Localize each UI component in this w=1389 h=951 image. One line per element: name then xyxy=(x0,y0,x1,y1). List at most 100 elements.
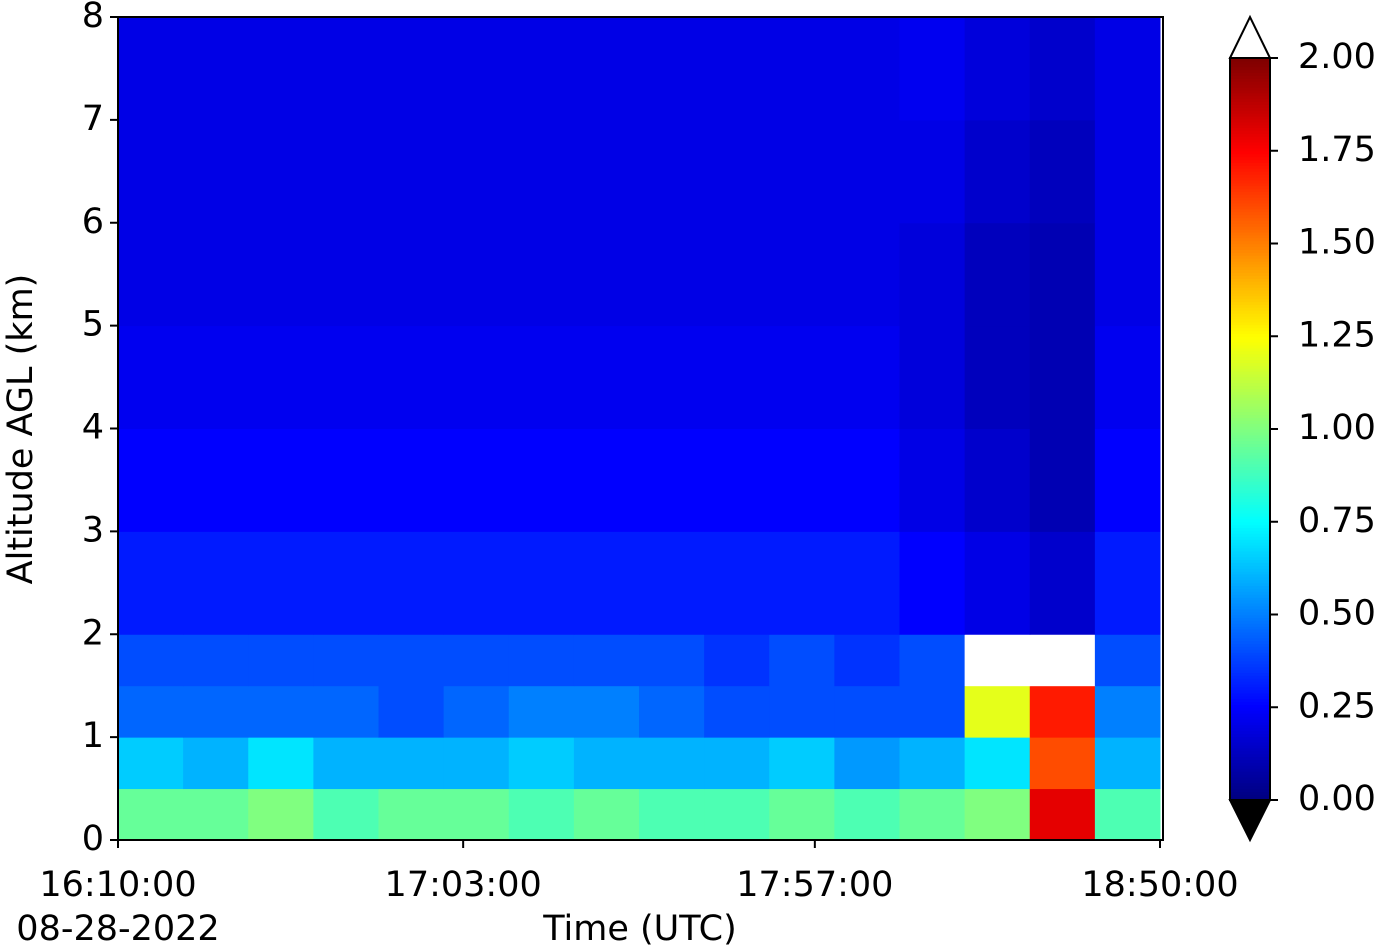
colorbar-step xyxy=(1230,136,1270,140)
heatmap-cell xyxy=(183,737,249,790)
colorbar-step xyxy=(1230,153,1270,158)
heatmap-cell xyxy=(443,428,510,532)
colorbar-step xyxy=(1230,191,1270,195)
colorbar-step xyxy=(1230,463,1270,468)
colorbar-step xyxy=(1230,692,1270,697)
colorbar-step xyxy=(1230,60,1270,65)
heatmap-cell xyxy=(118,428,184,532)
colorbar-step xyxy=(1230,562,1270,566)
colorbar-step xyxy=(1230,524,1270,529)
y-tick-label: 1 xyxy=(82,716,104,756)
colorbar-step xyxy=(1230,266,1270,271)
heatmap-cell xyxy=(183,428,249,532)
colorbar-step xyxy=(1230,263,1270,268)
colorbar-step xyxy=(1230,762,1270,766)
colorbar-step xyxy=(1230,101,1270,105)
colorbar-step xyxy=(1230,765,1270,769)
colorbar-tick-label: 1.00 xyxy=(1298,408,1376,448)
colorbar-step xyxy=(1230,144,1270,149)
colorbar-step xyxy=(1230,327,1270,332)
heatmap-cell xyxy=(573,788,640,841)
colorbar-step xyxy=(1230,159,1270,163)
colorbar-step xyxy=(1230,292,1270,297)
colorbar-step xyxy=(1230,301,1270,305)
colorbar-step xyxy=(1230,631,1270,636)
heatmap-cell xyxy=(183,634,249,687)
x-axis-label: Time (UTC) xyxy=(542,909,736,949)
colorbar-step xyxy=(1230,78,1270,82)
heatmap-cell xyxy=(443,634,510,687)
heatmap-cell xyxy=(248,119,314,224)
colorbar-step xyxy=(1230,623,1270,627)
heatmap-cell xyxy=(573,17,640,121)
heatmap-cell xyxy=(769,685,835,738)
colorbar-step xyxy=(1230,226,1270,230)
colorbar-step xyxy=(1230,782,1270,787)
heatmap-cell xyxy=(313,119,379,224)
colorbar-tick-label: 0.75 xyxy=(1298,501,1376,541)
colorbar-step xyxy=(1230,347,1270,352)
colorbar-step xyxy=(1230,571,1270,575)
colorbar-step xyxy=(1230,220,1270,224)
heatmap-cell xyxy=(183,685,249,738)
colorbar-step xyxy=(1230,376,1270,381)
colorbar-step xyxy=(1230,779,1270,784)
heatmap-cell xyxy=(964,119,1031,224)
colorbar-step xyxy=(1230,200,1270,204)
colorbar-step xyxy=(1230,257,1270,262)
colorbar-step xyxy=(1230,600,1270,604)
colorbar-step xyxy=(1230,675,1270,679)
colorbar-step xyxy=(1230,185,1270,190)
heatmap-cell xyxy=(834,119,900,224)
colorbar-step xyxy=(1230,649,1270,653)
heatmap-cell xyxy=(1029,428,1096,532)
heatmap-cell xyxy=(118,17,184,121)
heatmap-cell xyxy=(508,685,575,738)
colorbar-step xyxy=(1230,402,1270,407)
colorbar-step xyxy=(1230,397,1270,401)
heatmap-cell xyxy=(704,222,770,327)
colorbar-tick-label: 1.25 xyxy=(1298,315,1376,355)
colorbar-step xyxy=(1230,536,1270,540)
heatmap-cell xyxy=(183,17,249,121)
heatmap-cell xyxy=(118,737,184,790)
colorbar-step xyxy=(1230,498,1270,503)
colorbar-step xyxy=(1230,75,1270,79)
colorbar-step xyxy=(1230,646,1270,650)
heatmap-cell xyxy=(1029,119,1096,224)
heatmap-cell xyxy=(899,325,966,429)
heatmap-cell xyxy=(1094,17,1161,121)
heatmap-cell xyxy=(313,634,379,687)
heatmap-cell xyxy=(639,788,705,841)
heatmap-cell xyxy=(964,685,1031,738)
colorbar-step xyxy=(1230,437,1270,442)
colorbar-step xyxy=(1230,400,1270,404)
heatmap-cell xyxy=(1029,531,1096,635)
colorbar-step xyxy=(1230,660,1270,665)
colorbar-step xyxy=(1230,652,1270,656)
colorbar-step xyxy=(1230,669,1270,674)
colorbar-step xyxy=(1230,542,1270,546)
heatmap-cell xyxy=(443,737,510,790)
colorbar-step xyxy=(1230,547,1270,552)
colorbar-step xyxy=(1230,362,1270,366)
heatmap-cell xyxy=(508,737,575,790)
colorbar-step xyxy=(1230,115,1270,120)
heatmap-cell xyxy=(1094,788,1161,841)
heatmap-cell xyxy=(378,634,445,687)
colorbar-step xyxy=(1230,284,1270,288)
heatmap-cell xyxy=(834,222,900,327)
heatmap-cell xyxy=(769,17,835,121)
colorbar-step xyxy=(1230,663,1270,668)
colorbar-step xyxy=(1230,107,1270,111)
colorbar-step xyxy=(1230,640,1270,645)
heatmap-cell xyxy=(313,17,379,121)
heatmap-cell xyxy=(443,685,510,738)
colorbar-step xyxy=(1230,420,1270,424)
colorbar-step xyxy=(1230,698,1270,703)
heatmap-cell xyxy=(573,531,640,635)
heatmap-cell xyxy=(769,737,835,790)
colorbar-step xyxy=(1230,611,1270,616)
colorbar-step xyxy=(1230,518,1270,523)
colorbar-tick-label: 2.00 xyxy=(1298,37,1376,77)
